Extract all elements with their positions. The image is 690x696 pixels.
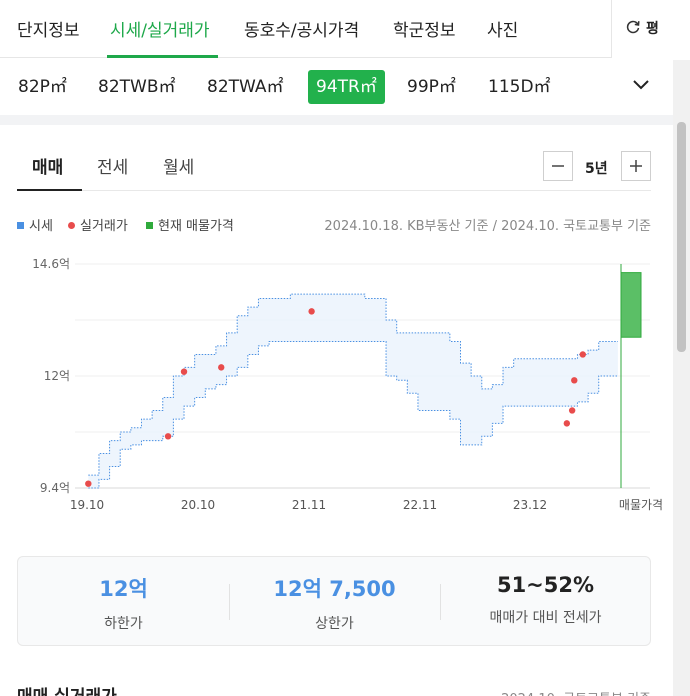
tab-price[interactable]: 시세/실거래가 [110, 21, 210, 41]
listing-price-range [620, 272, 642, 338]
chevron-down-icon[interactable] [632, 79, 650, 91]
x-axis: 19.10 20.10 21.11 22.11 23.12 매물가격 [70, 498, 663, 512]
transaction-point [218, 364, 225, 371]
legend-item: 현재 매물가격 [146, 215, 234, 234]
summary-value: 51~52% [496, 573, 595, 597]
subtab-sale[interactable]: 매매 [32, 158, 64, 178]
area-type-item[interactable]: 82TWA㎡ [207, 77, 284, 97]
y-tick-label: 12억 [44, 369, 70, 383]
transaction-point [571, 377, 578, 384]
transaction-point [85, 480, 92, 487]
period-decrease-button[interactable] [543, 151, 573, 181]
x-tick-label: 22.11 [403, 498, 437, 512]
summary-label: 하한가 [104, 616, 143, 632]
summary-value: 12억 7,500 [273, 577, 396, 601]
period-increase-button[interactable] [621, 151, 651, 181]
area-type-item[interactable]: 82P㎡ [18, 77, 67, 97]
minus-icon [552, 165, 564, 167]
scrollbar[interactable] [673, 60, 690, 696]
scrollbar-thumb[interactable] [677, 122, 686, 352]
transaction-point [568, 407, 576, 414]
subtab-monthly-rent[interactable]: 월세 [163, 158, 195, 178]
area-type-item[interactable]: 115D㎡ [488, 77, 551, 97]
transaction-point [164, 433, 172, 440]
legend-swatch-icon [146, 222, 153, 229]
summary-value: 12억 [99, 577, 148, 601]
section-source: 2024.10. 국토교통부 기준 [501, 688, 651, 696]
tab-complex-info[interactable]: 단지정보 [17, 21, 80, 41]
summary-divider [440, 584, 441, 620]
transaction-point [579, 351, 586, 358]
summary-label: 상한가 [315, 616, 354, 632]
summary-upper-price: 12억 7,500 상한가 [229, 573, 440, 633]
y-tick-label: 14.6억 [32, 257, 70, 271]
y-tick-label: 9.4억 [40, 481, 70, 495]
legend-label: 현재 매물가격 [158, 219, 234, 234]
y-axis: 14.6억 12억 9.4억 [32, 257, 70, 495]
x-tick-label: 매물가격 [619, 498, 663, 512]
area-type-selector: 82P㎡ 82TWB㎡ 82TWA㎡ 94TR㎡ 99P㎡ 115D㎡ [0, 59, 690, 115]
legend-swatch-icon [17, 222, 24, 229]
plus-icon [630, 160, 642, 172]
transaction-point [308, 308, 315, 315]
active-tab-indicator [107, 55, 218, 58]
price-chart: 14.6억 12억 9.4억 19.10 20.10 21.11 22.11 23.12 매물… [32, 257, 663, 512]
transaction-point [563, 420, 571, 427]
area-type-item-selected[interactable]: 94TR㎡ [308, 70, 385, 104]
legend-dot-icon [68, 222, 75, 229]
listing-price-bar [620, 264, 642, 488]
tab-photos[interactable]: 사진 [487, 21, 519, 41]
subtab-jeonse[interactable]: 전세 [97, 158, 129, 178]
transaction-point [180, 368, 188, 375]
section-divider [0, 115, 690, 125]
pyeong-label: 평 [646, 21, 659, 37]
summary-divider [229, 584, 230, 620]
summary-lower-price: 12억 하한가 [18, 573, 229, 633]
legend-label: 실거래가 [80, 219, 128, 234]
area-type-item[interactable]: 82TWB㎡ [98, 77, 176, 97]
tab-unit-price[interactable]: 동호수/공시가격 [244, 21, 360, 41]
subtab-active-indicator [17, 189, 82, 191]
price-low-line [88, 341, 618, 489]
x-tick-label: 20.10 [181, 498, 215, 512]
subtab-divider [17, 190, 651, 191]
price-range-band [88, 294, 618, 488]
area-type-item[interactable]: 99P㎡ [407, 77, 456, 97]
price-high-line [88, 293, 618, 476]
x-tick-label: 23.12 [513, 498, 547, 512]
x-tick-label: 19.10 [70, 498, 104, 512]
summary-jeonse-ratio: 51~52% 매매가 대비 전세가 [440, 573, 651, 627]
x-tick-label: 21.11 [292, 498, 326, 512]
tab-school[interactable]: 학군정보 [393, 21, 456, 41]
transaction-points [85, 308, 586, 487]
refresh-icon [626, 20, 640, 34]
pyeong-toggle-button[interactable]: 평 [611, 0, 690, 58]
chart-source: 2024.10.18. KB부동산 기준 / 2024.10. 국토교통부 기준 [324, 219, 651, 234]
legend-item: 시세 [17, 215, 53, 234]
top-tab-bar: 단지정보 시세/실거래가 동호수/공시가격 학군정보 사진 평 [0, 0, 690, 58]
price-summary-box: 12억 하한가 12억 7,500 상한가 51~52% 매매가 대비 전세가 [17, 556, 651, 646]
summary-label: 매매가 대비 전세가 [489, 610, 602, 626]
legend-label: 시세 [29, 219, 53, 234]
period-value: 5년 [585, 161, 608, 177]
section-title: 매매 실거래가 [17, 682, 117, 696]
legend-item: 실거래가 [68, 215, 128, 234]
